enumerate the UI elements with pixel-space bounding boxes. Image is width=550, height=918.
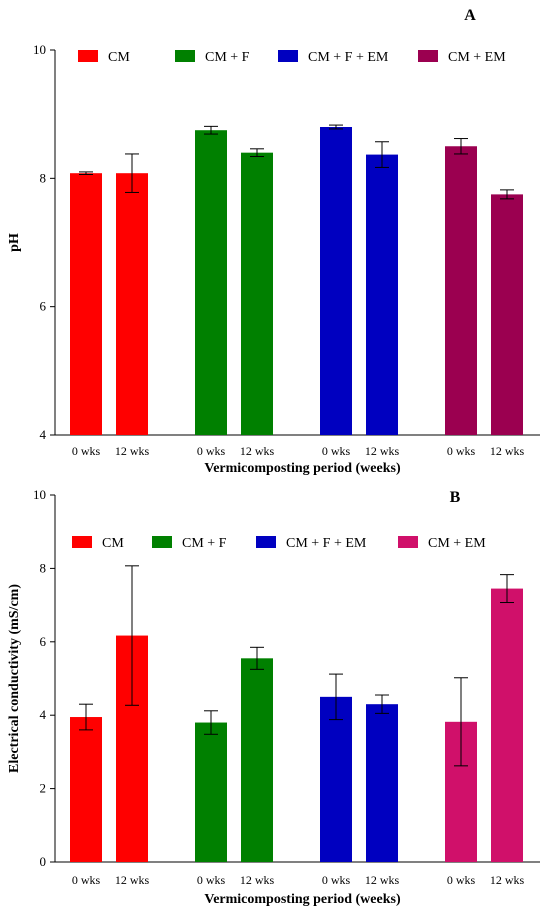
legend-label: CM + F + EM — [308, 50, 389, 65]
y-tick-label: 0 — [40, 854, 47, 869]
legend-swatch — [72, 536, 92, 548]
x-tick-label: 0 wks — [197, 444, 226, 458]
legend-swatch — [152, 536, 172, 548]
y-tick-label: 6 — [40, 634, 47, 649]
bar-cm-em-1 — [491, 194, 523, 435]
legend-swatch — [278, 50, 298, 62]
bar-cm-em-0 — [445, 146, 477, 435]
x-tick-label: 0 wks — [72, 873, 101, 887]
bar-cm-f-em-0 — [320, 127, 352, 435]
legend-label: CM + EM — [428, 536, 486, 551]
legend-label: CM + F — [182, 536, 227, 551]
x-tick-label: 12 wks — [490, 873, 525, 887]
x-tick-label: 12 wks — [365, 873, 400, 887]
y-tick-label: 4 — [40, 427, 47, 442]
y-tick-label: 4 — [40, 707, 47, 722]
y-tick-label: 10 — [33, 487, 46, 502]
bar-cm-0 — [70, 173, 102, 435]
legend-swatch — [175, 50, 195, 62]
y-tick-label: 8 — [40, 170, 47, 185]
bar-cm-f-1 — [241, 152, 273, 435]
y-tick-label: 10 — [33, 42, 46, 57]
x-tick-label: 12 wks — [240, 444, 275, 458]
x-tick-label: 0 wks — [72, 444, 101, 458]
x-axis-title: Vermicomposting period (weeks) — [204, 461, 401, 476]
x-tick-label: 12 wks — [490, 444, 525, 458]
panel-label: A — [464, 7, 476, 24]
x-tick-label: 12 wks — [115, 444, 150, 458]
legend-label: CM + F — [205, 50, 250, 65]
bar-cm-f-0 — [195, 722, 227, 862]
bar-cm-0 — [70, 717, 102, 862]
bar-cm-f-em-1 — [366, 154, 398, 435]
chart-panel-A: 4 6 8 10 pH Vermicomposting period (weeks) A 0 … — [7, 7, 540, 476]
bar-cm-f-em-0 — [320, 696, 352, 862]
bar-cm-f-0 — [195, 130, 227, 436]
bar-cm-f-1 — [241, 658, 273, 862]
x-tick-label: 12 wks — [115, 873, 150, 887]
x-tick-label: 12 wks — [240, 873, 275, 887]
legend-label: CM + F + EM — [286, 536, 367, 551]
legend-swatch — [418, 50, 438, 62]
legend-swatch — [398, 536, 418, 548]
y-axis-title: Electrical conductivity (mS/cm) — [7, 584, 22, 773]
y-tick-label: 6 — [40, 299, 47, 314]
x-tick-label: 0 wks — [322, 444, 351, 458]
x-tick-label: 12 wks — [365, 444, 400, 458]
bar-cm-f-em-1 — [366, 704, 398, 862]
y-axis-title: pH — [7, 233, 22, 252]
x-tick-label: 0 wks — [197, 873, 226, 887]
legend-label: CM + EM — [448, 50, 506, 65]
bar-cm-1 — [116, 173, 148, 435]
x-tick-label: 0 wks — [447, 873, 476, 887]
legend-swatch — [256, 536, 276, 548]
x-tick-label: 0 wks — [447, 444, 476, 458]
y-tick-label: 8 — [40, 560, 47, 575]
bar-cm-em-1 — [491, 588, 523, 862]
y-tick-label: 2 — [40, 781, 47, 796]
legend-label: CM — [108, 50, 130, 65]
panel-label: B — [450, 489, 461, 506]
legend-swatch — [78, 50, 98, 62]
legend-label: CM — [102, 536, 124, 551]
x-tick-label: 0 wks — [322, 873, 351, 887]
chart-panel-B: 0 2 4 6 8 10 Electrical conductivity (mS/cm) Ve… — [7, 487, 540, 907]
x-axis-title: Vermicomposting period (weeks) — [204, 892, 401, 907]
